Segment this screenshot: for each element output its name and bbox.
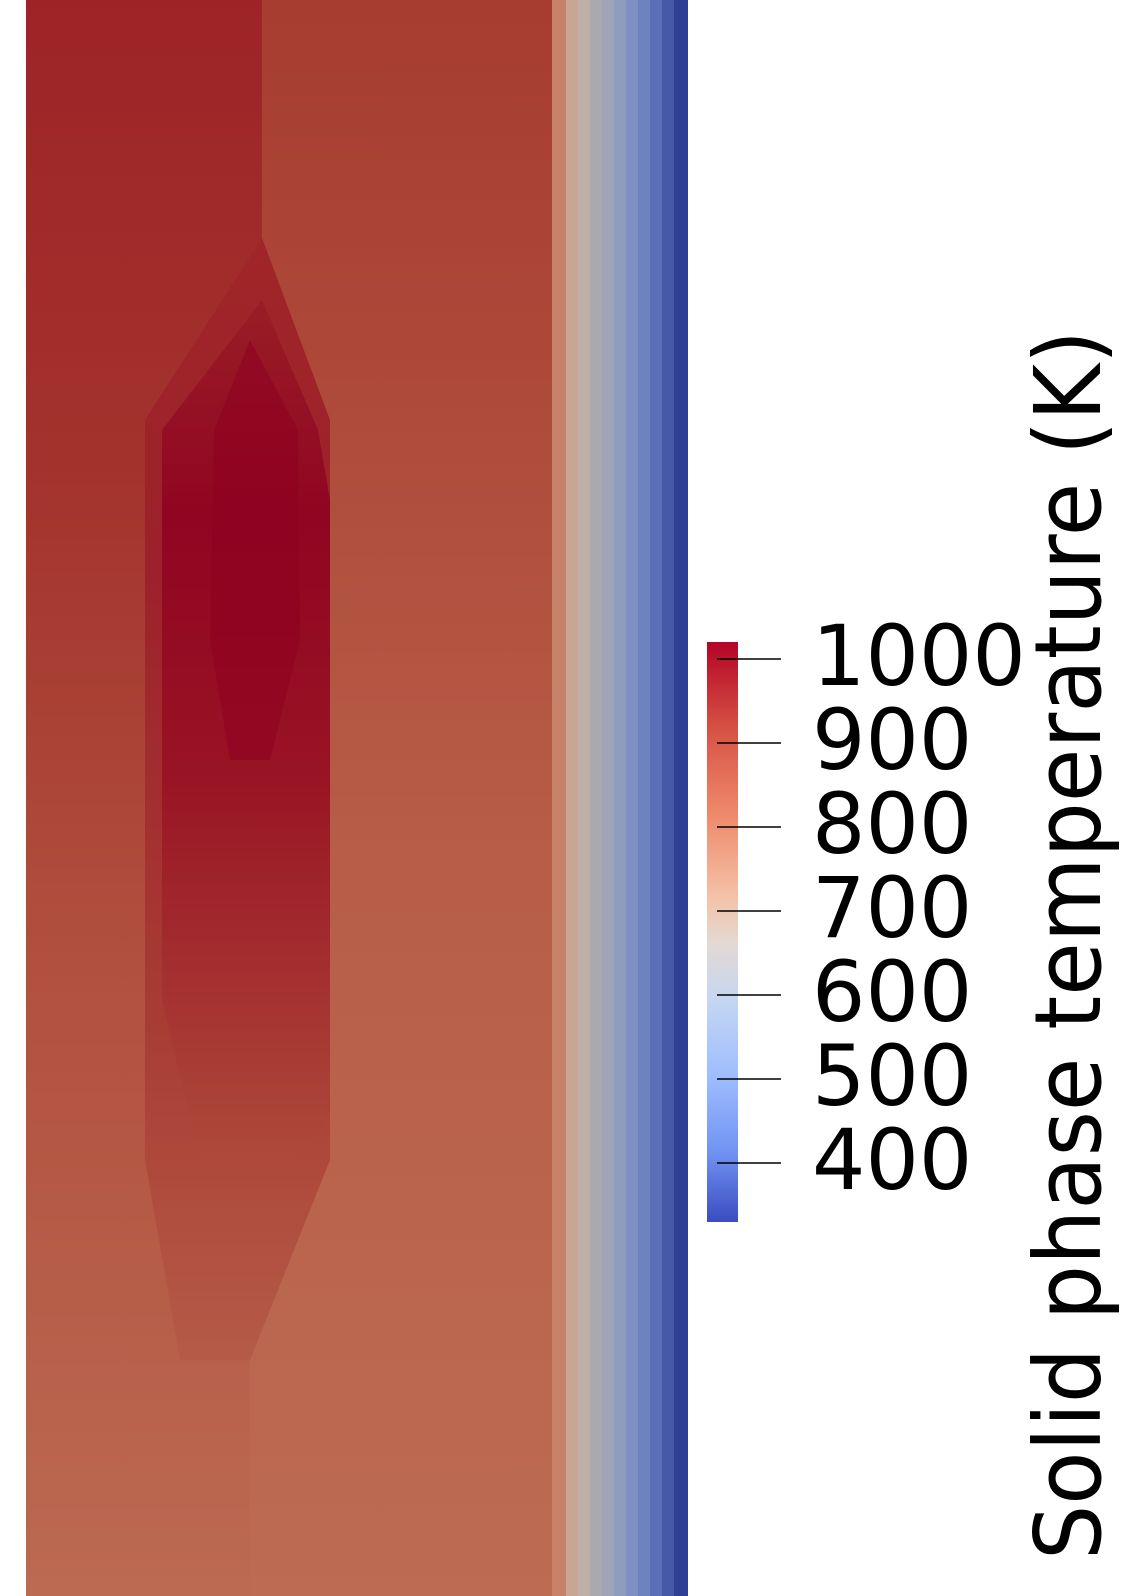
wall-bands xyxy=(552,0,688,1596)
tick-label-900: 900 xyxy=(812,691,972,789)
temperature-field xyxy=(26,0,556,1596)
field-hot-core-peak xyxy=(210,340,300,760)
wall-band xyxy=(662,0,674,1596)
colorbar xyxy=(707,642,738,1222)
wall-band xyxy=(566,0,578,1596)
wall-band xyxy=(602,0,614,1596)
wall-band xyxy=(674,0,688,1596)
wall-band xyxy=(626,0,638,1596)
legend-title: Solid phase temperature (K) xyxy=(1015,330,1122,1560)
wall-band xyxy=(552,0,566,1596)
tick-label-400: 400 xyxy=(812,1111,972,1209)
tick-label-600: 600 xyxy=(812,943,972,1041)
wall-band xyxy=(590,0,602,1596)
wall-band xyxy=(650,0,662,1596)
wall-band xyxy=(638,0,650,1596)
color-legend: 1000 900 800 700 600 500 400 Solid phase… xyxy=(707,330,1122,1560)
tick-label-700: 700 xyxy=(812,859,972,957)
colorbar-ticks xyxy=(717,658,781,1164)
wall-band xyxy=(614,0,626,1596)
wall-band xyxy=(578,0,590,1596)
tick-label-1000: 1000 xyxy=(812,607,1026,705)
tick-label-500: 500 xyxy=(812,1027,972,1125)
tick-label-800: 800 xyxy=(812,775,972,873)
